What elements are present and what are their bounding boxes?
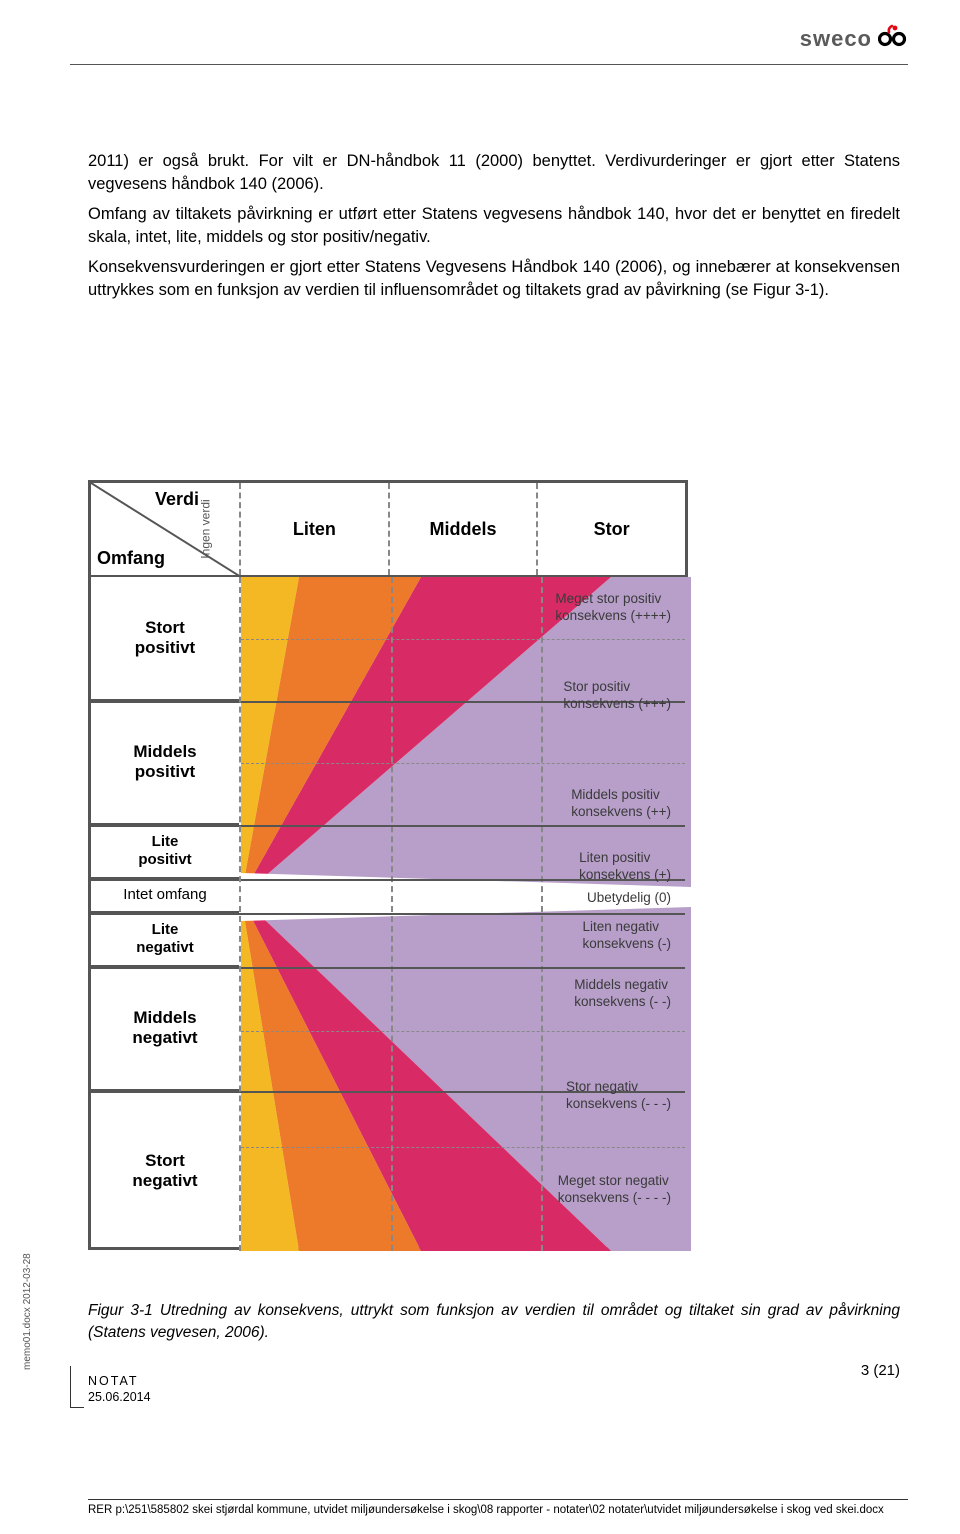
bottom-path: RER p:\251\585802 skei stjørdal kommune,… [88, 1499, 908, 1516]
row-label: Intet omfang [91, 879, 239, 913]
header-rule [70, 64, 908, 65]
row-label: Middelsnegativt [91, 967, 239, 1091]
header-omfang: Omfang [97, 548, 165, 569]
body-text: 2011) er også brukt. For vilt er DN-hånd… [88, 150, 900, 309]
figure-caption: Figur 3-1 Utredning av konsekvens, uttry… [88, 1300, 900, 1343]
header-verdi: Verdi [155, 489, 199, 510]
band-label: Stor positivkonsekvens (+++) [563, 679, 671, 713]
matrix-body: StortpositivtMiddelspositivtLitepositivt… [91, 577, 685, 1251]
row-label: Stortnegativt [91, 1091, 239, 1251]
row-label: Litepositivt [91, 825, 239, 879]
band-label: Ubetydelig (0) [587, 890, 671, 907]
logo-text: sweco [800, 26, 872, 52]
row-label: Stortpositivt [91, 577, 239, 701]
col-stor: Stor [538, 483, 685, 575]
footer-date: 25.06.2014 [88, 1390, 151, 1404]
logo: sweco [800, 24, 908, 54]
band-label: Stor negativkonsekvens (- - -) [566, 1079, 671, 1113]
paragraph-2: Omfang av tiltakets påvirkning er utført… [88, 203, 900, 250]
paragraph-3: Konsekvensvurderingen er gjort etter Sta… [88, 256, 900, 303]
matrix-chart-area: Meget stor positivkonsekvens (++++) Stor … [241, 577, 685, 1251]
matrix-header-diag-cell: Verdi Omfang Ingen verdi [91, 483, 241, 575]
header-ingen-verdi: Ingen verdi [198, 499, 212, 558]
band-label: Middels positivkonsekvens (++) [571, 787, 671, 821]
band-label: Middels negativkonsekvens (- -) [574, 977, 671, 1011]
band-label: Meget stor positivkonsekvens (++++) [555, 591, 671, 625]
paragraph-1: 2011) er også brukt. For vilt er DN-hånd… [88, 150, 900, 197]
side-note: memo01.docx 2012-03-28 [22, 1253, 33, 1370]
page-number: 3 (21) [861, 1362, 900, 1379]
matrix-header: Verdi Omfang Ingen verdi Liten Middels S… [91, 483, 685, 577]
row-label: Middelspositivt [91, 701, 239, 825]
footer-block: NOTAT 25.06.2014 [88, 1374, 151, 1404]
band-label: Meget stor negativkonsekvens (- - - -) [558, 1173, 671, 1207]
band-label: Liten positivkonsekvens (+) [579, 850, 671, 884]
matrix-frame: Verdi Omfang Ingen verdi Liten Middels S… [88, 480, 688, 1250]
row-label: Litenegativt [91, 913, 239, 967]
matrix-row-labels: StortpositivtMiddelspositivtLitepositivt… [91, 577, 241, 1251]
footer-border [70, 1366, 84, 1408]
footer-label: NOTAT [88, 1374, 139, 1388]
logo-mark-icon [878, 24, 908, 54]
band-label: Liten negativkonsekvens (-) [582, 919, 671, 953]
col-liten: Liten [241, 483, 390, 575]
consequence-matrix-figure: Verdi Omfang Ingen verdi Liten Middels S… [88, 480, 688, 1250]
col-middels: Middels [390, 483, 539, 575]
